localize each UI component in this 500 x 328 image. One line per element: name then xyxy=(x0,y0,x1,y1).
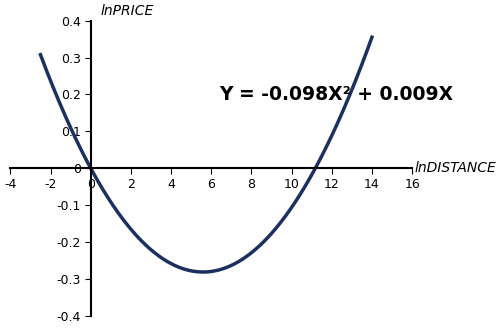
Text: lnDISTANCE: lnDISTANCE xyxy=(414,161,496,175)
Text: Y = -0.098X² + 0.009X: Y = -0.098X² + 0.009X xyxy=(220,85,454,104)
Text: lnPRICE: lnPRICE xyxy=(101,4,154,18)
